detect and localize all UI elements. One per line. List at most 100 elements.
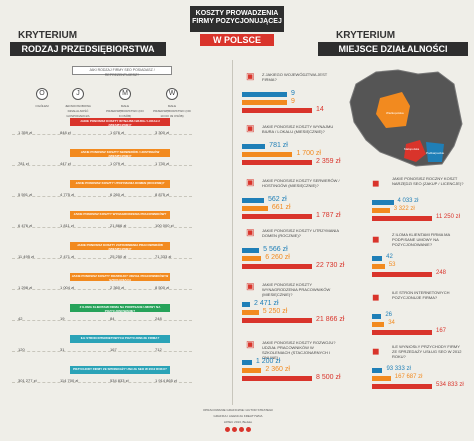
side-value-3-1: 167 687 zł <box>394 374 423 380</box>
left-row-value-4-1: 2 471 zł <box>60 254 75 259</box>
footer-line-1: OPRACOWANIE GRAFICZNE I AUTOR STRATEGII <box>202 408 274 412</box>
title-line-1: KOSZTY PROWADZENIA <box>195 10 279 17</box>
left-row-question-5: JAKIE PONOSISZ KOSZTY ROZWOJU? UDZIAŁ PR… <box>70 273 170 282</box>
right-row-value-4-1: 5 250 zł <box>262 308 288 315</box>
right-row-bar-0-1 <box>242 100 287 105</box>
left-row-value-6-1: 19 <box>60 316 65 321</box>
right-row-icon-5: ▣ <box>246 339 255 349</box>
side-question-0: JAKIE PONOSISZ ROCZNY KOSZT NARZĘDZI SEO… <box>392 176 464 186</box>
side-icon-2: ◼ <box>372 292 380 302</box>
right-row-value-2-1: 661 zł <box>271 204 291 211</box>
type-label-2: MAŁE PRZEDSIĘBIORSTWO (DO 9 OSÓB) <box>106 104 144 118</box>
left-row-divider-3 <box>12 227 192 228</box>
side-value-3-2: 534 833 zł <box>436 382 464 388</box>
left-row-value-3-3: 100 000 zł <box>155 223 174 228</box>
side-bar-0-0 <box>372 200 394 205</box>
right-row-bar-5-2 <box>242 376 312 381</box>
left-row-question-0: JAKIE PONOSISZ KOSZTY WYNAJMU BIURA / LO… <box>70 118 170 127</box>
left-row-value-7-3: 712 <box>155 347 162 352</box>
right-row-bar-2-0 <box>242 198 264 203</box>
right-row-bar-2-2 <box>242 214 312 219</box>
side-question-3: ILE WYNIOSŁY PRZYCHODY FIRMY ZE SPRZEDAŻ… <box>392 344 462 359</box>
main-title: KOSZTY PROWADZENIA FIRMY POZYCJONUJĄCEJ <box>190 6 284 32</box>
left-row-value-2-0: 5 591 zł <box>18 192 33 197</box>
left-row-value-4-2: 25 250 zł <box>110 254 127 259</box>
left-row-question-6: Z ILOMA KLIENTAMI FIRMA NA PODPISANE UMO… <box>70 304 170 313</box>
left-row-divider-0 <box>12 134 192 135</box>
right-row-value-5-1: 2 360 zł <box>265 366 290 373</box>
share-icon[interactable] <box>225 427 230 432</box>
side-bar-1-0 <box>372 256 383 261</box>
right-row-bar-0-2 <box>242 108 312 113</box>
left-row-value-7-1: 31 <box>60 347 65 352</box>
right-row-value-1-0: 781 zł <box>269 142 288 149</box>
left-row-value-6-0: 42 <box>18 316 23 321</box>
side-bar-3-1 <box>372 376 391 381</box>
map-label-malopolska: Małopolska <box>404 147 420 151</box>
left-row-value-5-3: 8 500 zł <box>155 285 170 290</box>
right-row-bar-3-2 <box>242 264 312 269</box>
right-row-bar-0-0 <box>242 92 287 97</box>
left-row-question-7: ILE STRON INTERNETOWYCH POZYCJONUJE FIRM… <box>70 335 170 343</box>
side-bar-0-2 <box>372 216 432 221</box>
left-row-question-3: JAKIE PONOSISZ KOSZTY WYNAGRODZENIA PRAC… <box>70 211 170 219</box>
right-kryterium: KRYTERIUM <box>336 30 396 41</box>
left-row-value-3-0: 6 476 zł <box>18 223 33 228</box>
right-row-icon-0: ▣ <box>246 71 255 81</box>
left-row-value-4-0: 11 495 zł <box>18 254 34 259</box>
title-line-2: FIRMY POZYCJONUJĄCEJ <box>192 18 282 25</box>
share-icon[interactable] <box>232 427 237 432</box>
left-row-question-1: JAKIE PONOSISZ KOSZTY SERWERÓW / HOSTING… <box>70 149 170 158</box>
share-icon[interactable] <box>246 427 251 432</box>
side-value-2-1: 34 <box>388 320 395 326</box>
left-row-value-5-2: 2 360 zł <box>110 285 125 290</box>
right-row-value-3-1: 6 260 zł <box>265 254 290 261</box>
left-row-value-0-2: 1 676 zł <box>110 130 125 135</box>
right-row-value-5-2: 8 500 zł <box>316 374 341 381</box>
right-row-value-4-2: 21 866 zł <box>316 316 345 323</box>
poland-map: Wielkopolska Małopolska Podkarpackie <box>349 69 463 167</box>
right-row-question-1: JAKIE PONOSISZ KOSZTY WYNAJMU BIURA / LO… <box>262 124 334 134</box>
side-value-1-2: 248 <box>436 270 447 276</box>
left-row-divider-5 <box>12 289 192 290</box>
left-row-value-2-1: 4 775 zł <box>60 192 75 197</box>
left-question: JAKI RODZAJ FIRMY SEO POSIADASZ / REPREZ… <box>89 68 155 77</box>
left-row-divider-6 <box>12 320 192 321</box>
type-icon-2: M <box>119 88 131 100</box>
map-region-malopolska <box>404 140 426 162</box>
right-row-value-3-2: 22 730 zł <box>316 262 345 269</box>
side-question-1: Z ILOMA KLIENTAMI FIRMA MA PODPISANE UMO… <box>392 232 450 247</box>
left-row-value-8-2: 534 833 zł <box>110 378 129 383</box>
left-row-value-8-0: 301 277 zł <box>18 378 37 383</box>
share-icon[interactable] <box>239 427 244 432</box>
right-row-value-3-0: 5 566 zł <box>263 246 288 253</box>
right-row-bar-4-0 <box>242 302 250 307</box>
right-row-bar-1-0 <box>242 144 266 149</box>
map-label-wielkopolska: Wielkopolska <box>386 111 404 115</box>
footer-line-3: LIPIEC 2013, Bielsko <box>223 420 253 424</box>
right-row-bar-3-0 <box>242 248 260 253</box>
title-sub: W POLSCE <box>200 34 274 46</box>
type-icon-1: J <box>72 88 84 100</box>
left-row-question-4: JAKIE PONOSISZ KOSZTY ZATRUDNIENIA PRACO… <box>70 242 170 251</box>
center-divider <box>232 60 233 405</box>
right-row-bar-4-2 <box>242 318 312 323</box>
side-icon-0: ◼ <box>372 178 380 188</box>
right-row-value-4-0: 2 471 zł <box>254 300 279 307</box>
left-row-value-6-2: 84 <box>110 316 115 321</box>
right-row-icon-3: ▣ <box>246 227 255 237</box>
left-row-value-5-0: 1 298 zł <box>18 285 33 290</box>
right-row-value-2-2: 1 787 zł <box>316 212 341 219</box>
left-row-value-3-1: 1 811 zł <box>60 223 74 228</box>
left-row-value-4-3: 71 333 zł <box>155 254 172 259</box>
left-row-value-3-2: 21 866 zł <box>110 223 127 228</box>
left-row-value-1-1: 447 zł <box>60 161 71 166</box>
right-row-question-2: JAKIE PONOSISZ KOSZTY SERWERÓW / HOSTING… <box>262 178 340 188</box>
left-row-value-6-3: 248 <box>155 316 162 321</box>
side-value-0-0: 4 033 zł <box>397 198 419 204</box>
side-value-0-1: 3 322 zł <box>393 206 415 212</box>
left-row-divider-8 <box>12 382 192 383</box>
right-row-question-5: JAKIE PONOSISZ KOSZTY ROZWOJU? UDZIAŁ PR… <box>262 340 336 360</box>
left-row-divider-2 <box>12 196 192 197</box>
left-row-value-7-0: 120 <box>18 347 25 352</box>
